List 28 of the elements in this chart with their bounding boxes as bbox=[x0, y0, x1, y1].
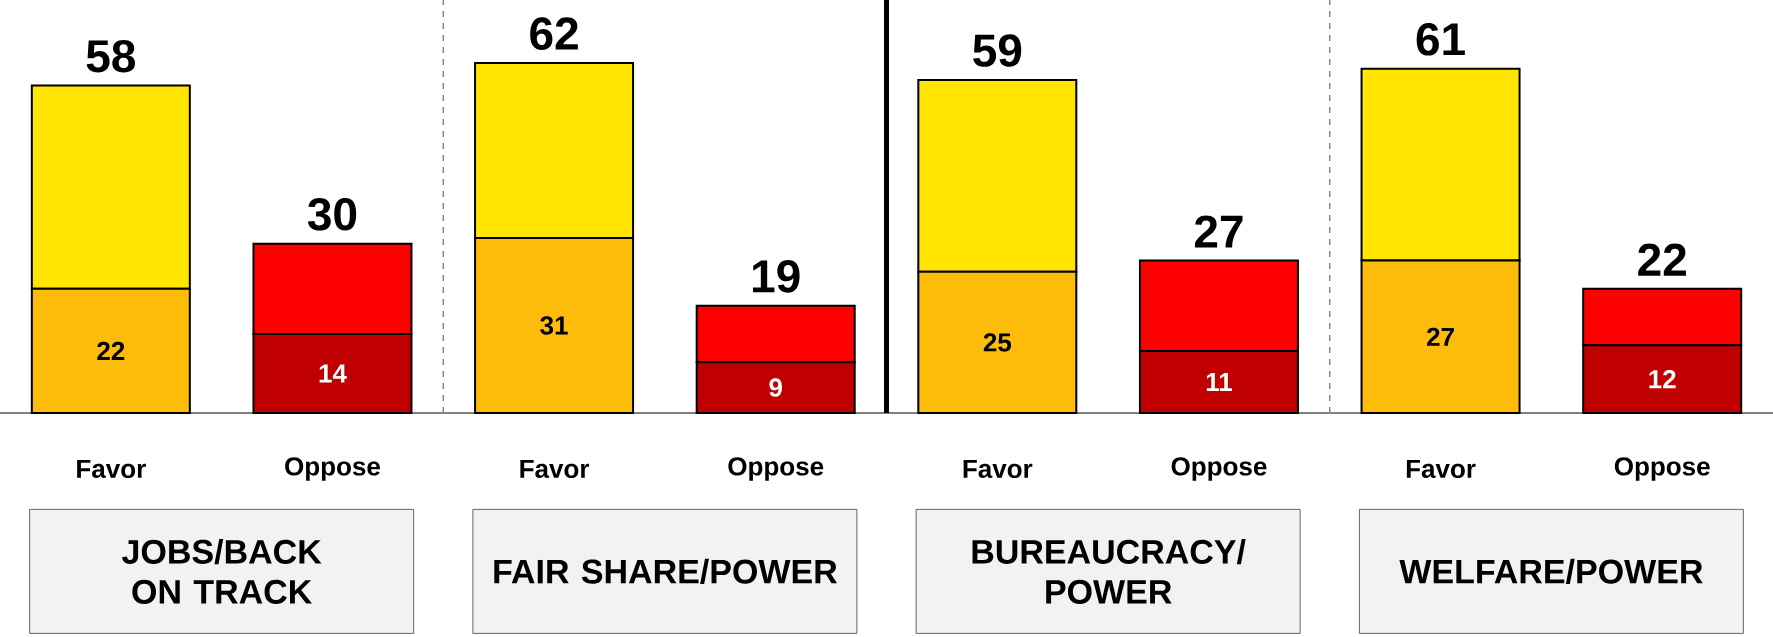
total-label: 22 bbox=[1638, 243, 1686, 276]
total-label: 59 bbox=[973, 34, 1022, 67]
total-label: 19 bbox=[753, 260, 800, 293]
x-tick-label: Oppose bbox=[728, 457, 824, 481]
total-label: 27 bbox=[1194, 215, 1243, 248]
x-axis-title: WELFARE/POWER bbox=[1399, 558, 1703, 585]
x-tick-label: Favor bbox=[1406, 459, 1476, 479]
x-axis-title: BUREAUCRACY/ POWER bbox=[972, 538, 1246, 604]
data-label: 12 bbox=[1649, 370, 1676, 389]
x-axis-title: JOBS/BACK ON TRACK bbox=[122, 538, 322, 604]
data-label: 27 bbox=[1427, 327, 1454, 346]
total-label: 58 bbox=[86, 39, 136, 73]
x-axis-title: FAIR SHARE/POWER bbox=[494, 558, 838, 585]
data-label: 14 bbox=[319, 364, 347, 383]
total-label: 30 bbox=[307, 197, 357, 231]
x-tick-label: Favor bbox=[520, 459, 590, 479]
x-tick-label: Favor bbox=[77, 459, 146, 479]
x-tick-label: Oppose bbox=[1171, 457, 1267, 481]
x-tick-label: Favor bbox=[963, 459, 1033, 479]
data-label: 31 bbox=[540, 316, 568, 335]
data-label: 11 bbox=[1206, 373, 1232, 391]
x-tick-label: Oppose bbox=[1614, 457, 1710, 481]
data-label: 25 bbox=[983, 333, 1012, 352]
total-label: 61 bbox=[1416, 23, 1465, 56]
total-label: 62 bbox=[530, 17, 578, 50]
x-tick-label: Oppose bbox=[285, 457, 380, 481]
data-label: 9 bbox=[769, 378, 782, 397]
data-label: 22 bbox=[97, 341, 125, 360]
